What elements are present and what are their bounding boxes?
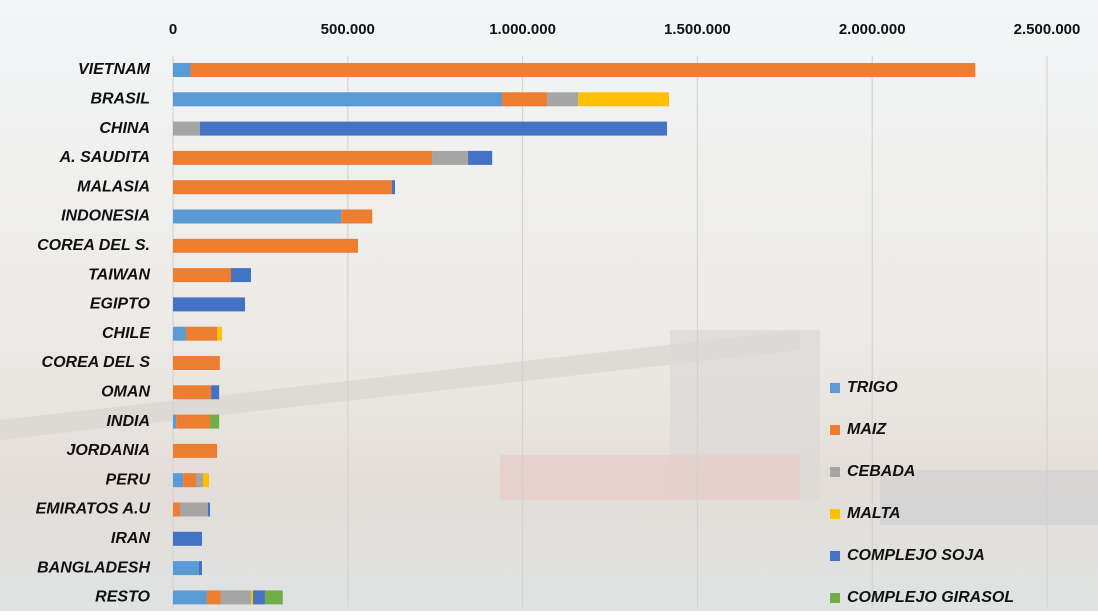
bar-segment bbox=[231, 268, 251, 283]
legend-swatch bbox=[830, 593, 840, 603]
bar-segment bbox=[206, 590, 221, 605]
bar-segment bbox=[173, 209, 342, 224]
bar-segment bbox=[173, 385, 212, 400]
category-label: JORDANIA bbox=[66, 442, 150, 459]
category-label: BRASIL bbox=[90, 91, 150, 108]
bar-segment bbox=[547, 92, 579, 107]
category-label: RESTO bbox=[95, 589, 150, 606]
legend-label: CEBADA bbox=[847, 463, 915, 480]
bar-segment bbox=[173, 561, 199, 576]
bar-segment bbox=[250, 590, 254, 605]
category-label: TAIWAN bbox=[88, 266, 150, 283]
bar-segment bbox=[190, 63, 976, 77]
category-label: VIETNAM bbox=[78, 61, 151, 78]
background-decor bbox=[0, 330, 800, 440]
category-label: INDONESIA bbox=[61, 208, 150, 225]
bar-segment bbox=[199, 121, 667, 136]
x-tick-label: 2.000.000 bbox=[839, 21, 906, 38]
bar-segment bbox=[220, 590, 251, 605]
bar-segment bbox=[173, 238, 358, 253]
x-tick-label: 1.500.000 bbox=[664, 21, 731, 38]
bar-segment bbox=[217, 326, 222, 341]
bar-segment bbox=[173, 63, 191, 77]
background-decor bbox=[880, 470, 1098, 525]
bar-segment bbox=[173, 414, 177, 429]
bar-segment bbox=[173, 92, 502, 107]
legend-label: MAIZ bbox=[847, 421, 887, 438]
category-label: MALASIA bbox=[77, 178, 150, 195]
legend-label: TRIGO bbox=[847, 379, 898, 396]
category-label: BANGLADESH bbox=[37, 559, 150, 576]
category-label: EGIPTO bbox=[90, 296, 151, 313]
bar-segment bbox=[176, 414, 211, 429]
category-label: A. SAUDITA bbox=[59, 149, 150, 166]
bar-segment bbox=[468, 150, 493, 165]
bar-segment bbox=[501, 92, 548, 107]
legend-label: COMPLEJO SOJA bbox=[847, 547, 985, 564]
bar-segment bbox=[173, 531, 203, 546]
bar-segment bbox=[173, 356, 220, 370]
bar-segment bbox=[391, 180, 395, 195]
bar-segment bbox=[196, 473, 204, 488]
background-decor bbox=[500, 455, 800, 500]
bar-segment bbox=[173, 473, 184, 488]
bar-segment bbox=[173, 443, 218, 458]
legend-label: COMPLEJO GIRASOL bbox=[847, 589, 1014, 606]
x-tick-label: 500.000 bbox=[321, 21, 375, 38]
bar-segment bbox=[211, 385, 220, 400]
bar-segment bbox=[173, 180, 392, 195]
legend-swatch bbox=[830, 467, 840, 477]
bar-segment bbox=[183, 473, 197, 488]
category-label: CHILE bbox=[102, 325, 151, 342]
bar-segment bbox=[173, 590, 207, 605]
category-label: INDIA bbox=[106, 413, 150, 430]
bar-segment bbox=[432, 150, 469, 165]
x-tick-label: 0 bbox=[169, 21, 177, 38]
legend-swatch bbox=[830, 425, 840, 435]
legend-swatch bbox=[830, 551, 840, 561]
bar-segment bbox=[341, 209, 373, 224]
bar-segment bbox=[578, 92, 670, 107]
legend-label: MALTA bbox=[847, 505, 901, 522]
category-label: EMIRATOS A.U bbox=[36, 501, 151, 518]
category-label: CHINA bbox=[99, 120, 150, 137]
bar-segment bbox=[207, 502, 211, 517]
x-tick-label: 2.500.000 bbox=[1014, 21, 1081, 38]
category-label: OMAN bbox=[101, 384, 150, 401]
bar-segment bbox=[210, 414, 220, 429]
category-label: COREA DEL S. bbox=[37, 237, 150, 254]
category-label: IRAN bbox=[111, 530, 151, 547]
x-tick-label: 1.000.000 bbox=[489, 21, 556, 38]
bar-segment bbox=[264, 590, 283, 605]
bar-segment bbox=[173, 150, 433, 165]
category-label: PERU bbox=[106, 471, 151, 488]
bar-segment bbox=[173, 502, 180, 517]
legend-swatch bbox=[830, 383, 840, 393]
bar-segment bbox=[198, 561, 203, 576]
bar-segment bbox=[173, 326, 186, 341]
bar-segment bbox=[203, 473, 210, 488]
legend-swatch bbox=[830, 509, 840, 519]
bar-segment bbox=[173, 268, 232, 283]
category-label: COREA DEL S bbox=[42, 354, 151, 371]
bar-segment bbox=[179, 502, 208, 517]
bar-segment bbox=[185, 326, 218, 341]
bar-segment bbox=[173, 121, 200, 136]
bar-segment bbox=[253, 590, 265, 605]
bar-segment bbox=[173, 297, 246, 312]
